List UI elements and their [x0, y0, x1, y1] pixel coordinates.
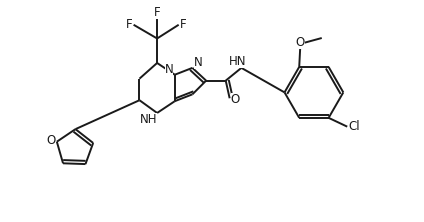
Text: Cl: Cl	[349, 120, 360, 133]
Text: F: F	[180, 18, 187, 31]
Text: F: F	[126, 18, 132, 31]
Text: NH: NH	[139, 113, 157, 126]
Text: O: O	[231, 93, 240, 106]
Text: N: N	[194, 56, 203, 69]
Text: O: O	[296, 36, 305, 49]
Text: HN: HN	[229, 55, 246, 68]
Text: N: N	[165, 63, 173, 76]
Text: O: O	[47, 134, 56, 147]
Text: F: F	[154, 6, 160, 19]
